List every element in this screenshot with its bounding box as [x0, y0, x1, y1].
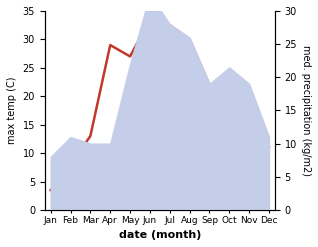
Y-axis label: max temp (C): max temp (C)	[7, 77, 17, 144]
Y-axis label: med. precipitation (kg/m2): med. precipitation (kg/m2)	[301, 45, 311, 176]
X-axis label: date (month): date (month)	[119, 230, 201, 240]
